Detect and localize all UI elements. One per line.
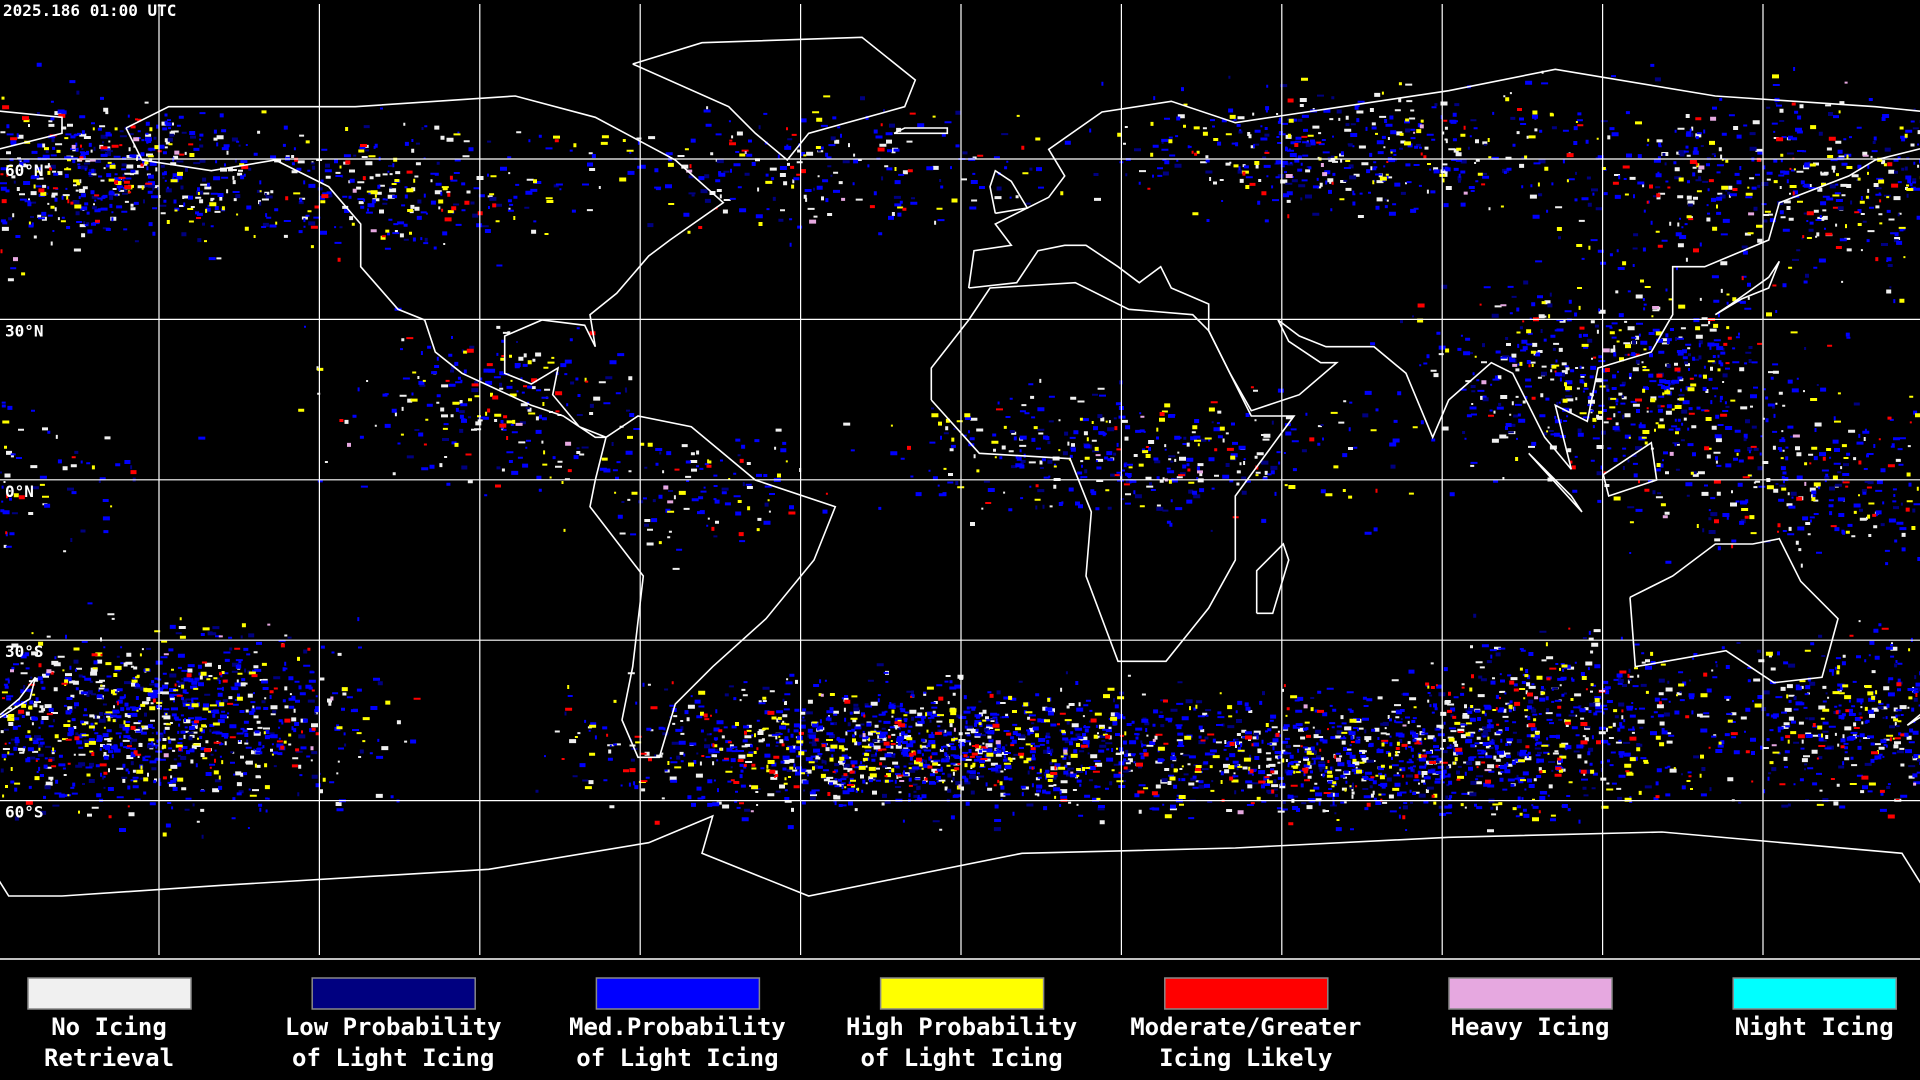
latitude-label: 60°S (5, 803, 44, 822)
legend-swatch (1732, 977, 1897, 1010)
coastline (1714, 260, 1781, 316)
coastline (1255, 542, 1290, 615)
legend: No Icing Retrieval Low Probability of Light… (27, 977, 1897, 1072)
latitude-label: 0°N (5, 482, 34, 501)
coastline (989, 169, 1029, 215)
latitude-label: 60°N (5, 161, 44, 180)
legend-swatch (879, 977, 1045, 1010)
timestamp: 2025.186 01:00 UTC (3, 1, 176, 20)
coastline (930, 281, 1296, 663)
coastline (967, 68, 1920, 470)
legend-label: No Icing (51, 1013, 167, 1041)
coastline (61, 814, 1920, 897)
legend-swatch (595, 977, 761, 1010)
coastline (893, 127, 949, 135)
legend-swatch (1448, 977, 1613, 1010)
coastline (632, 36, 917, 162)
legend-label: Med.Probability (569, 1013, 786, 1041)
graticule (0, 4, 1920, 955)
legend-swatch (311, 977, 476, 1010)
legend-swatch (1164, 977, 1329, 1010)
coastline (1528, 452, 1583, 513)
latitude-label: 30°N (5, 321, 44, 340)
coastline (1629, 537, 1839, 684)
icing-field (0, 62, 1920, 839)
legend-label: of Light Icing (292, 1044, 494, 1072)
legend-label: Low Probability (285, 1013, 502, 1041)
legend-label: Night Icing (1735, 1013, 1894, 1041)
coastline (589, 415, 837, 759)
legend-swatch (27, 977, 192, 1010)
legend-label: High Probability (846, 1013, 1077, 1041)
latitude-labels: 60°N 30°N 0°N 30°S 60°S (5, 161, 44, 822)
legend-label: of Light Icing (576, 1044, 778, 1072)
coastlines (0, 36, 1920, 897)
legend-label: Heavy Icing (1451, 1013, 1610, 1041)
latitude-label: 30°S (5, 642, 44, 661)
coastline (125, 95, 725, 439)
legend-label: Retrieval (44, 1044, 174, 1072)
legend-label: Icing Likely (1159, 1044, 1332, 1072)
legend-label: Moderate/Greater (1130, 1013, 1361, 1041)
coastline (0, 676, 37, 719)
legend-label: of Light Icing (860, 1044, 1062, 1072)
icing-pixels (0, 70, 1920, 833)
